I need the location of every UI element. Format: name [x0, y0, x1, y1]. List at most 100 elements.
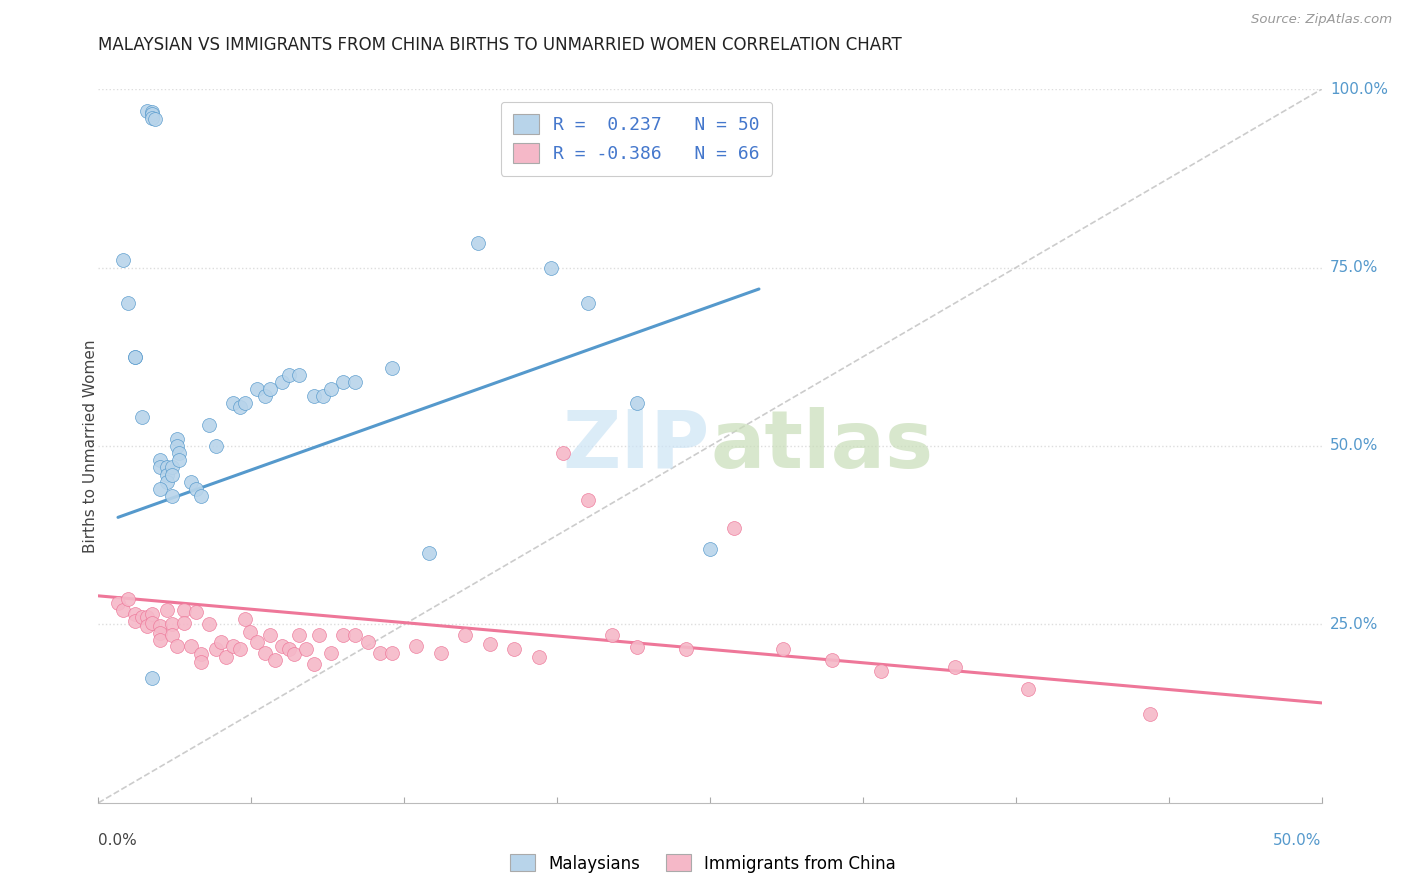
- Text: Source: ZipAtlas.com: Source: ZipAtlas.com: [1251, 13, 1392, 27]
- Point: [381, 360, 404, 375]
- Point: [131, 610, 153, 624]
- Text: atlas: atlas: [710, 407, 934, 485]
- Point: [205, 642, 228, 657]
- Point: [149, 626, 172, 640]
- Text: 75.0%: 75.0%: [1330, 260, 1378, 275]
- Point: [259, 382, 281, 396]
- Point: [149, 453, 172, 467]
- Point: [259, 628, 281, 642]
- Point: [214, 649, 236, 664]
- Text: MALAYSIAN VS IMMIGRANTS FROM CHINA BIRTHS TO UNMARRIED WOMEN CORRELATION CHART: MALAYSIAN VS IMMIGRANTS FROM CHINA BIRTH…: [98, 36, 903, 54]
- Point: [527, 649, 550, 664]
- Point: [302, 657, 325, 671]
- Y-axis label: Births to Unmarried Women: Births to Unmarried Women: [83, 339, 97, 553]
- Point: [283, 648, 305, 662]
- Point: [141, 607, 163, 621]
- Point: [205, 439, 228, 453]
- Point: [124, 614, 146, 628]
- Text: 50.0%: 50.0%: [1330, 439, 1378, 453]
- Point: [156, 475, 179, 489]
- Point: [288, 368, 311, 382]
- Point: [111, 603, 134, 617]
- Point: [149, 460, 172, 475]
- Point: [288, 628, 311, 642]
- Point: [160, 617, 183, 632]
- Point: [136, 619, 159, 633]
- Point: [233, 612, 256, 626]
- Point: [233, 396, 256, 410]
- Point: [209, 635, 232, 649]
- Point: [190, 489, 212, 503]
- Point: [1017, 681, 1039, 696]
- Point: [229, 642, 252, 657]
- Point: [723, 521, 745, 535]
- Point: [131, 410, 153, 425]
- Point: [190, 648, 212, 662]
- Point: [381, 646, 404, 660]
- Point: [149, 619, 172, 633]
- Point: [270, 375, 294, 389]
- Point: [156, 460, 179, 475]
- Point: [821, 653, 844, 667]
- Point: [222, 396, 245, 410]
- Point: [312, 389, 335, 403]
- Point: [149, 633, 172, 648]
- Point: [141, 111, 163, 125]
- Point: [124, 350, 146, 364]
- Point: [626, 396, 648, 410]
- Point: [368, 646, 391, 660]
- Point: [553, 446, 575, 460]
- Point: [540, 260, 562, 275]
- Text: 25.0%: 25.0%: [1330, 617, 1378, 632]
- Point: [246, 382, 269, 396]
- Point: [160, 467, 183, 482]
- Point: [454, 628, 477, 642]
- Point: [772, 642, 794, 657]
- Point: [166, 639, 188, 653]
- Point: [141, 671, 163, 685]
- Point: [141, 615, 163, 630]
- Point: [356, 635, 378, 649]
- Point: [124, 350, 146, 364]
- Point: [136, 610, 159, 624]
- Point: [229, 400, 252, 414]
- Text: 50.0%: 50.0%: [1274, 833, 1322, 848]
- Point: [117, 296, 139, 310]
- Point: [576, 492, 599, 507]
- Point: [156, 603, 179, 617]
- Point: [253, 646, 276, 660]
- Text: 100.0%: 100.0%: [1330, 82, 1388, 96]
- Point: [332, 375, 354, 389]
- Point: [173, 615, 195, 630]
- Point: [344, 375, 367, 389]
- Point: [699, 542, 721, 557]
- Point: [405, 639, 427, 653]
- Point: [197, 617, 219, 632]
- Point: [675, 642, 697, 657]
- Point: [143, 112, 166, 127]
- Point: [278, 368, 301, 382]
- Point: [160, 460, 183, 475]
- Point: [117, 592, 139, 607]
- Point: [870, 664, 893, 678]
- Point: [124, 607, 146, 621]
- Point: [576, 296, 599, 310]
- Point: [167, 446, 190, 460]
- Point: [239, 624, 262, 639]
- Point: [166, 432, 188, 446]
- Text: ZIP: ZIP: [562, 407, 710, 485]
- Point: [270, 639, 294, 653]
- Point: [302, 389, 325, 403]
- Legend: Malaysians, Immigrants from China: Malaysians, Immigrants from China: [503, 847, 903, 880]
- Point: [626, 640, 648, 655]
- Point: [167, 453, 190, 467]
- Point: [503, 642, 526, 657]
- Point: [190, 655, 212, 669]
- Point: [186, 605, 208, 619]
- Point: [180, 475, 202, 489]
- Legend: R =  0.237   N = 50, R = -0.386   N = 66: R = 0.237 N = 50, R = -0.386 N = 66: [501, 102, 772, 176]
- Point: [943, 660, 966, 674]
- Point: [319, 646, 342, 660]
- Point: [160, 489, 183, 503]
- Point: [467, 235, 489, 250]
